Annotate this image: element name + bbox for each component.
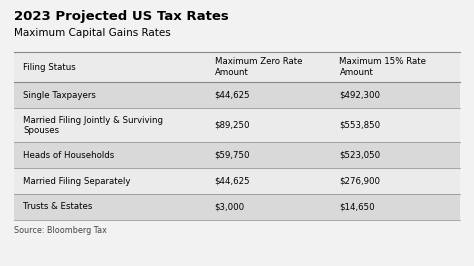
- Text: $492,300: $492,300: [339, 91, 381, 100]
- Text: Married Filing Separately: Married Filing Separately: [23, 177, 131, 185]
- Bar: [14, 82, 460, 108]
- Text: Trusts & Estates: Trusts & Estates: [23, 202, 92, 211]
- Text: Heads of Households: Heads of Households: [23, 151, 114, 160]
- Bar: [14, 142, 460, 168]
- Bar: [14, 52, 460, 82]
- Text: Maximum 15% Rate
Amount: Maximum 15% Rate Amount: [339, 57, 427, 77]
- Bar: [14, 168, 460, 194]
- Text: $59,750: $59,750: [215, 151, 250, 160]
- Text: Maximum Zero Rate
Amount: Maximum Zero Rate Amount: [215, 57, 302, 77]
- Text: $523,050: $523,050: [339, 151, 381, 160]
- Text: Source: Bloomberg Tax: Source: Bloomberg Tax: [14, 226, 107, 235]
- Text: $89,250: $89,250: [215, 121, 250, 130]
- Bar: [14, 108, 460, 142]
- Text: $276,900: $276,900: [339, 177, 381, 185]
- Text: Maximum Capital Gains Rates: Maximum Capital Gains Rates: [14, 28, 171, 38]
- Bar: [14, 194, 460, 220]
- Text: Married Filing Jointly & Surviving
Spouses: Married Filing Jointly & Surviving Spous…: [23, 116, 163, 135]
- Text: $553,850: $553,850: [339, 121, 381, 130]
- Text: $14,650: $14,650: [339, 202, 375, 211]
- Text: $3,000: $3,000: [215, 202, 245, 211]
- Text: Filing Status: Filing Status: [23, 63, 76, 72]
- Text: 2023 Projected US Tax Rates: 2023 Projected US Tax Rates: [14, 10, 229, 23]
- Text: $44,625: $44,625: [215, 177, 250, 185]
- Text: Single Taxpayers: Single Taxpayers: [23, 91, 96, 100]
- Text: $44,625: $44,625: [215, 91, 250, 100]
